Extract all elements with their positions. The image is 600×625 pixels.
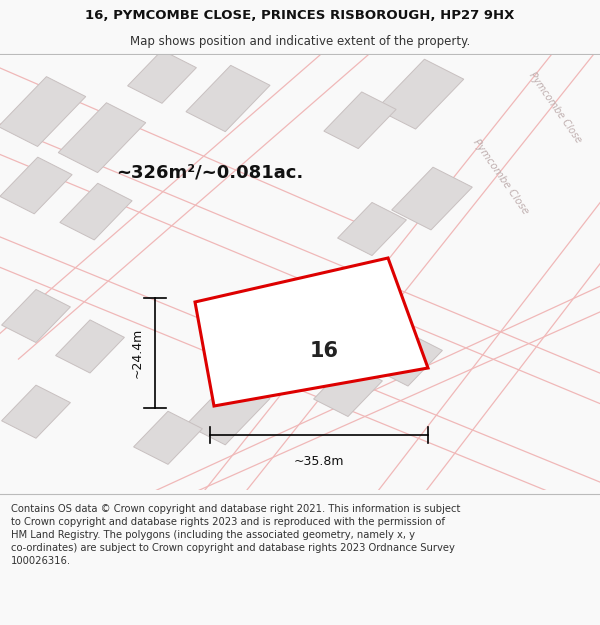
Polygon shape (2, 289, 70, 342)
Text: 16: 16 (310, 341, 339, 361)
Text: Map shows position and indicative extent of the property.: Map shows position and indicative extent… (130, 35, 470, 48)
Text: ~35.8m: ~35.8m (294, 454, 344, 468)
Text: Pymcombe Close: Pymcombe Close (472, 138, 530, 216)
Polygon shape (186, 66, 270, 132)
Polygon shape (60, 183, 132, 240)
Polygon shape (134, 411, 202, 464)
Text: ~24.4m: ~24.4m (131, 328, 143, 378)
Polygon shape (58, 102, 146, 172)
Polygon shape (392, 168, 472, 230)
Polygon shape (2, 385, 70, 438)
Polygon shape (0, 157, 72, 214)
Text: ~326m²/~0.081ac.: ~326m²/~0.081ac. (116, 164, 304, 181)
Polygon shape (324, 92, 396, 149)
Polygon shape (314, 363, 382, 416)
Polygon shape (376, 59, 464, 129)
Polygon shape (186, 379, 270, 445)
Polygon shape (0, 77, 86, 146)
Text: 16, PYMCOMBE CLOSE, PRINCES RISBOROUGH, HP27 9HX: 16, PYMCOMBE CLOSE, PRINCES RISBOROUGH, … (85, 9, 515, 22)
Polygon shape (338, 202, 406, 256)
Polygon shape (56, 320, 124, 373)
Text: Contains OS data © Crown copyright and database right 2021. This information is : Contains OS data © Crown copyright and d… (11, 504, 460, 566)
Text: Pymcombe Close: Pymcombe Close (527, 70, 583, 144)
Polygon shape (374, 333, 442, 386)
Polygon shape (128, 50, 196, 103)
Polygon shape (195, 258, 428, 406)
